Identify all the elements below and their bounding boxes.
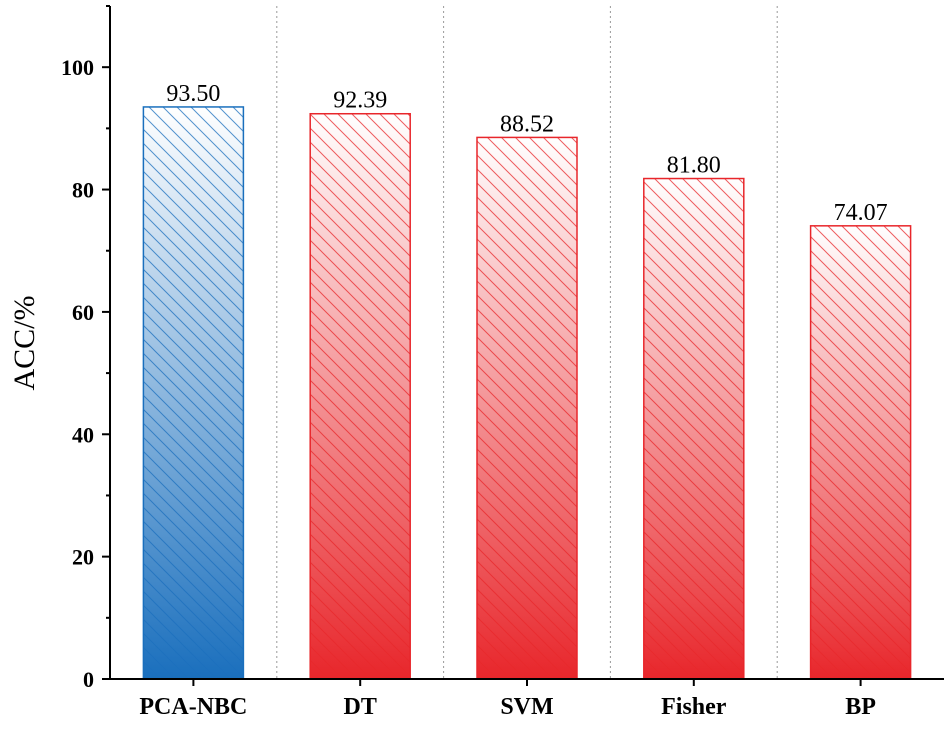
x-tick-label: Fisher [661,694,727,720]
y-tick-label: 20 [72,545,94,570]
bar-pca-nbc [142,106,245,680]
bars [142,106,912,680]
x-tick-label: PCA-NBC [139,694,247,720]
data-label: 74.07 [834,200,888,226]
data-label: 93.50 [166,81,220,107]
x-tick-label: BP [845,694,876,720]
x-tick-label: DT [344,694,377,720]
data-label: 81.80 [667,153,721,179]
bar-dt [309,112,411,680]
category-separators [276,6,778,679]
data-label: 92.39 [333,88,387,114]
y-tick-label: 40 [72,422,94,447]
data-label: 88.52 [500,111,554,137]
bar-bp [809,225,912,680]
y-tick-label: 80 [72,178,94,203]
x-tick-labels: PCA-NBC DT SVM Fisher BP [139,679,876,720]
data-labels: 93.50 92.39 88.52 81.80 74.07 [166,81,887,226]
y-ticks: 0 20 40 60 80 100 [61,5,110,692]
x-tick-label: SVM [500,694,553,720]
y-tick-label: 60 [72,300,94,325]
bar-fisher [643,177,745,680]
y-tick-label: 0 [83,667,94,692]
bar-svm [476,136,578,680]
y-tick-label: 100 [61,55,94,80]
y-axis-title: ACC/% [8,295,41,390]
